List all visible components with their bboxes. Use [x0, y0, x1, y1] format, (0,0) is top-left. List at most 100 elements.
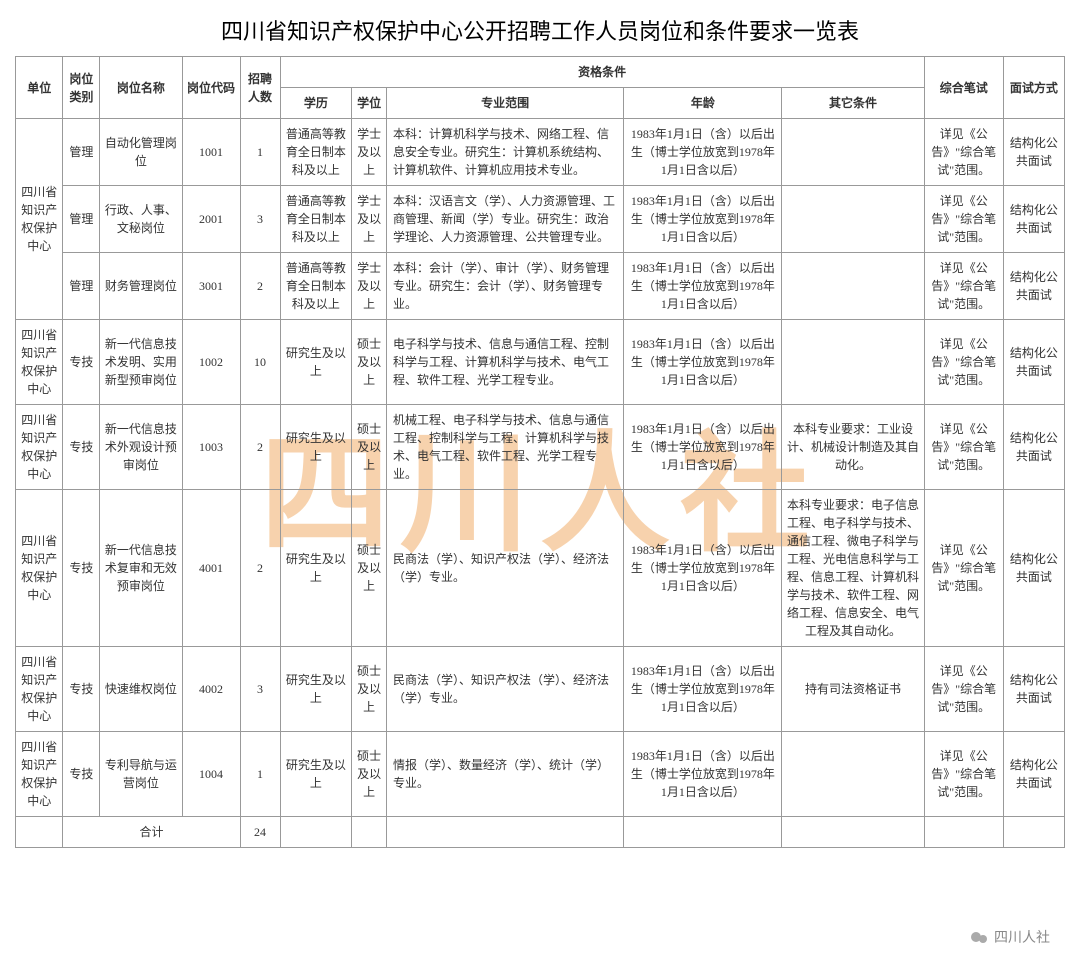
degree-cell: 学士及以上 — [352, 186, 387, 253]
total-blank — [1003, 817, 1064, 848]
interview-cell: 结构化公共面试 — [1003, 490, 1064, 647]
post_name-cell: 新一代信息技术发明、实用新型预审岗位 — [100, 320, 182, 405]
unit-cell: 四川省知识产权保护中心 — [16, 119, 63, 320]
count-cell: 1 — [240, 119, 280, 186]
category-cell: 管理 — [63, 119, 100, 186]
header-unit: 单位 — [16, 57, 63, 119]
other-cell: 本科专业要求：工业设计、机械设计制造及其自动化。 — [782, 405, 924, 490]
major-cell: 本科：计算机科学与技术、网络工程、信息安全专业。研究生：计算机系统结构、计算机软… — [387, 119, 624, 186]
degree-cell: 学士及以上 — [352, 253, 387, 320]
header-exam: 综合笔试 — [924, 57, 1003, 119]
total-blank — [624, 817, 782, 848]
age-cell: 1983年1月1日（含）以后出生（博士学位放宽到1978年1月1日含以后） — [624, 253, 782, 320]
post_code-cell: 4002 — [182, 647, 240, 732]
exam-cell: 详见《公告》"综合笔试"范围。 — [924, 732, 1003, 817]
header-qualification: 资格条件 — [280, 57, 924, 88]
post_code-cell: 1003 — [182, 405, 240, 490]
education-cell: 普通高等教育全日制本科及以上 — [280, 186, 352, 253]
table-row: 四川省知识产权保护中心专技新一代信息技术外观设计预审岗位10032研究生及以上硕… — [16, 405, 1065, 490]
degree-cell: 硕士及以上 — [352, 490, 387, 647]
exam-cell: 详见《公告》"综合笔试"范围。 — [924, 253, 1003, 320]
header-post-code: 岗位代码 — [182, 57, 240, 119]
category-cell: 管理 — [63, 253, 100, 320]
category-cell: 专技 — [63, 405, 100, 490]
total-row: 合计24 — [16, 817, 1065, 848]
education-cell: 普通高等教育全日制本科及以上 — [280, 119, 352, 186]
table-row: 四川省知识产权保护中心管理自动化管理岗位10011普通高等教育全日制本科及以上学… — [16, 119, 1065, 186]
count-cell: 2 — [240, 253, 280, 320]
interview-cell: 结构化公共面试 — [1003, 405, 1064, 490]
degree-cell: 硕士及以上 — [352, 732, 387, 817]
unit-cell: 四川省知识产权保护中心 — [16, 647, 63, 732]
education-cell: 研究生及以上 — [280, 732, 352, 817]
header-education: 学历 — [280, 88, 352, 119]
total-blank — [280, 817, 352, 848]
interview-cell: 结构化公共面试 — [1003, 732, 1064, 817]
table-row: 四川省知识产权保护中心专技新一代信息技术复审和无效预审岗位40012研究生及以上… — [16, 490, 1065, 647]
recruitment-table: 单位 岗位类别 岗位名称 岗位代码 招聘人数 资格条件 综合笔试 面试方式 学历… — [15, 56, 1065, 848]
other-cell: 本科专业要求：电子信息工程、电子科学与技术、通信工程、微电子科学与工程、光电信息… — [782, 490, 924, 647]
table-row: 四川省知识产权保护中心专技新一代信息技术发明、实用新型预审岗位100210研究生… — [16, 320, 1065, 405]
age-cell: 1983年1月1日（含）以后出生（博士学位放宽到1978年1月1日含以后） — [624, 732, 782, 817]
other-cell — [782, 186, 924, 253]
exam-cell: 详见《公告》"综合笔试"范围。 — [924, 186, 1003, 253]
education-cell: 研究生及以上 — [280, 490, 352, 647]
category-cell: 专技 — [63, 732, 100, 817]
major-cell: 民商法（学）、知识产权法（学）、经济法（学）专业。 — [387, 647, 624, 732]
exam-cell: 详见《公告》"综合笔试"范围。 — [924, 490, 1003, 647]
education-cell: 研究生及以上 — [280, 320, 352, 405]
post_code-cell: 2001 — [182, 186, 240, 253]
wechat-watermark: 四川人社 — [971, 927, 1050, 947]
total-blank — [352, 817, 387, 848]
header-age: 年龄 — [624, 88, 782, 119]
age-cell: 1983年1月1日（含）以后出生（博士学位放宽到1978年1月1日含以后） — [624, 320, 782, 405]
interview-cell: 结构化公共面试 — [1003, 186, 1064, 253]
interview-cell: 结构化公共面试 — [1003, 647, 1064, 732]
post_code-cell: 1001 — [182, 119, 240, 186]
post_name-cell: 财务管理岗位 — [100, 253, 182, 320]
total-blank — [924, 817, 1003, 848]
degree-cell: 学士及以上 — [352, 119, 387, 186]
count-cell: 2 — [240, 490, 280, 647]
table-row: 管理行政、人事、文秘岗位20013普通高等教育全日制本科及以上学士及以上本科：汉… — [16, 186, 1065, 253]
interview-cell: 结构化公共面试 — [1003, 119, 1064, 186]
category-cell: 专技 — [63, 320, 100, 405]
total-count: 24 — [240, 817, 280, 848]
post_name-cell: 自动化管理岗位 — [100, 119, 182, 186]
header-major: 专业范围 — [387, 88, 624, 119]
count-cell: 2 — [240, 405, 280, 490]
exam-cell: 详见《公告》"综合笔试"范围。 — [924, 320, 1003, 405]
header-other: 其它条件 — [782, 88, 924, 119]
age-cell: 1983年1月1日（含）以后出生（博士学位放宽到1978年1月1日含以后） — [624, 405, 782, 490]
age-cell: 1983年1月1日（含）以后出生（博士学位放宽到1978年1月1日含以后） — [624, 647, 782, 732]
interview-cell: 结构化公共面试 — [1003, 320, 1064, 405]
other-cell: 持有司法资格证书 — [782, 647, 924, 732]
count-cell: 3 — [240, 186, 280, 253]
degree-cell: 硕士及以上 — [352, 320, 387, 405]
major-cell: 情报（学）、数量经济（学）、统计（学）专业。 — [387, 732, 624, 817]
degree-cell: 硕士及以上 — [352, 405, 387, 490]
exam-cell: 详见《公告》"综合笔试"范围。 — [924, 647, 1003, 732]
post_name-cell: 专利导航与运营岗位 — [100, 732, 182, 817]
post_code-cell: 4001 — [182, 490, 240, 647]
count-cell: 1 — [240, 732, 280, 817]
major-cell: 民商法（学）、知识产权法（学）、经济法（学）专业。 — [387, 490, 624, 647]
wechat-text: 四川人社 — [994, 927, 1050, 947]
age-cell: 1983年1月1日（含）以后出生（博士学位放宽到1978年1月1日含以后） — [624, 490, 782, 647]
major-cell: 本科：汉语言文（学）、人力资源管理、工商管理、新闻（学）专业。研究生：政治学理论… — [387, 186, 624, 253]
major-cell: 本科：会计（学）、审计（学）、财务管理专业。研究生：会计（学）、财务管理专业。 — [387, 253, 624, 320]
post_name-cell: 新一代信息技术复审和无效预审岗位 — [100, 490, 182, 647]
education-cell: 研究生及以上 — [280, 647, 352, 732]
education-cell: 普通高等教育全日制本科及以上 — [280, 253, 352, 320]
category-cell: 专技 — [63, 647, 100, 732]
post_name-cell: 快速维权岗位 — [100, 647, 182, 732]
other-cell — [782, 732, 924, 817]
education-cell: 研究生及以上 — [280, 405, 352, 490]
unit-cell: 四川省知识产权保护中心 — [16, 732, 63, 817]
unit-cell: 四川省知识产权保护中心 — [16, 405, 63, 490]
age-cell: 1983年1月1日（含）以后出生（博士学位放宽到1978年1月1日含以后） — [624, 186, 782, 253]
table-row: 四川省知识产权保护中心专技专利导航与运营岗位10041研究生及以上硕士及以上情报… — [16, 732, 1065, 817]
interview-cell: 结构化公共面试 — [1003, 253, 1064, 320]
major-cell: 电子科学与技术、信息与通信工程、控制科学与工程、计算机科学与技术、电气工程、软件… — [387, 320, 624, 405]
header-degree: 学位 — [352, 88, 387, 119]
